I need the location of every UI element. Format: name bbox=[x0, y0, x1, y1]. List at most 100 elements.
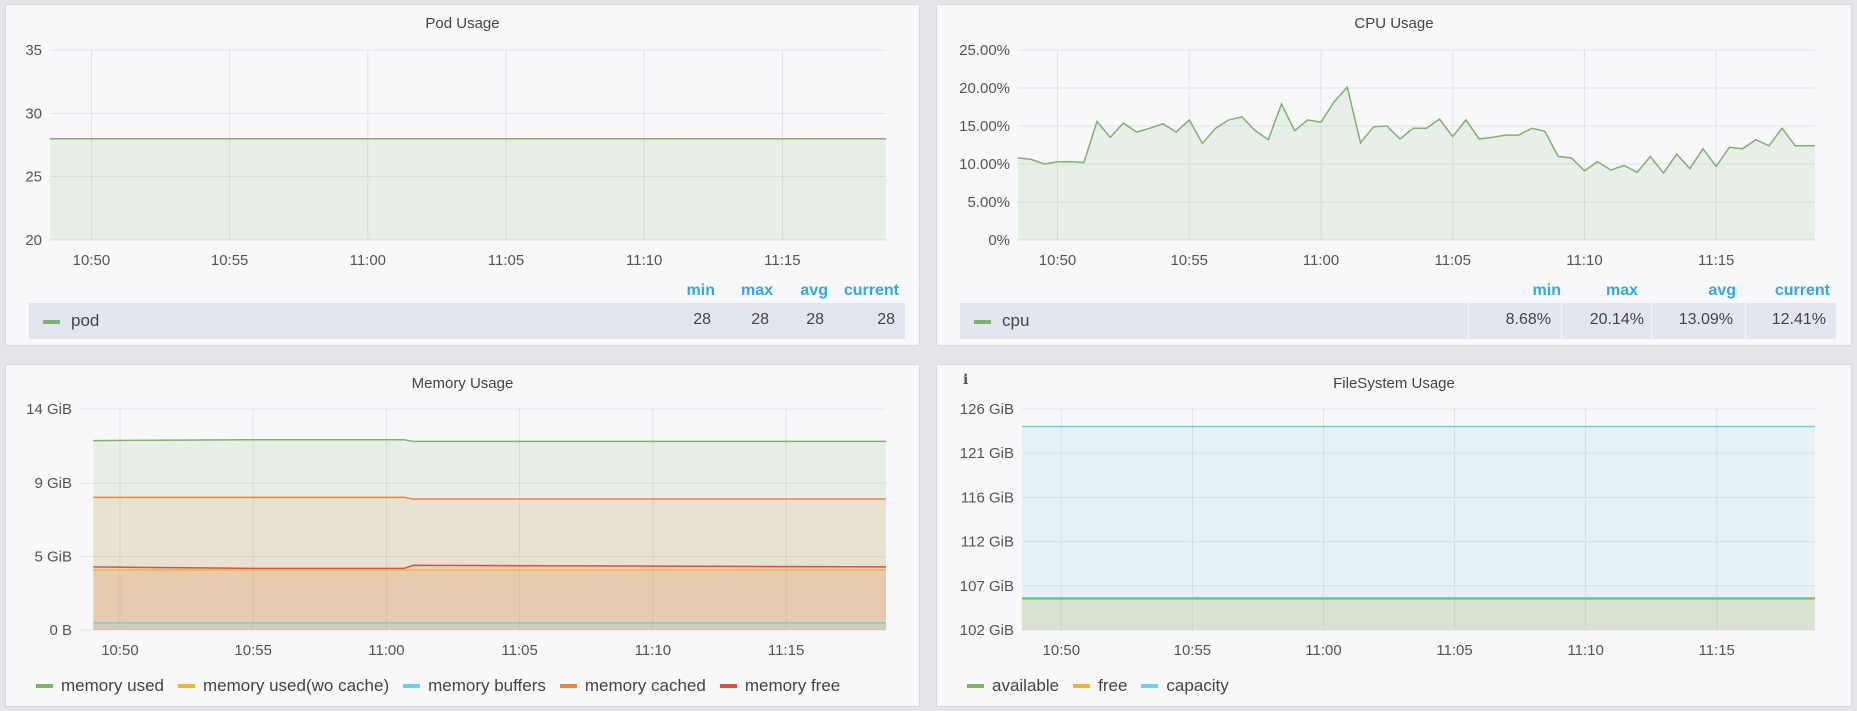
legend-value-avg: 28 bbox=[806, 311, 824, 328]
legend-header-current[interactable]: current bbox=[843, 282, 899, 299]
legend-header-avg[interactable]: avg bbox=[1708, 282, 1736, 299]
series-area-memory-free bbox=[93, 565, 887, 630]
legend-label: memory used bbox=[61, 676, 164, 695]
x-tick-label: 10:50 bbox=[1039, 252, 1077, 269]
x-tick-label: 11:15 bbox=[768, 642, 804, 659]
legend-value-min: 8.68% bbox=[1505, 311, 1551, 328]
legend-value-current: 12.41% bbox=[1771, 311, 1826, 328]
x-tick-label: 11:00 bbox=[350, 252, 386, 269]
cpu-usage-panel: CPU Usage 0% 5.00% 10.00% 15.00% 20.00% 25.00… bbox=[936, 4, 1852, 346]
x-tick-label: 10:50 bbox=[1043, 642, 1081, 659]
series-line-memory-free[interactable] bbox=[93, 564, 887, 570]
series-area-cpu bbox=[1018, 87, 1815, 240]
legend-swatch bbox=[1073, 684, 1091, 688]
info-icon[interactable]: i bbox=[963, 372, 969, 388]
legend-swatch bbox=[43, 320, 60, 324]
x-tick-label: 11:10 bbox=[635, 642, 671, 659]
legend-row-pod[interactable]: pod 28 28 28 28 bbox=[29, 303, 905, 339]
legend-label: memory cached bbox=[584, 676, 706, 695]
legend-swatch bbox=[1141, 684, 1159, 688]
legend-value-max: 28 bbox=[751, 311, 769, 328]
x-tick-label: 11:10 bbox=[626, 252, 662, 269]
y-tick-label: 35 bbox=[25, 42, 42, 59]
legend-header-current[interactable]: current bbox=[1774, 282, 1830, 299]
legend-header: min max avg current bbox=[960, 282, 1840, 306]
y-tick-label: 121 GiB bbox=[960, 445, 1014, 462]
legend-item-memory-buffers[interactable]: memory buffers bbox=[403, 676, 546, 696]
panel-title[interactable]: CPU Usage bbox=[1354, 15, 1434, 32]
legend-cell-divider bbox=[1561, 303, 1562, 339]
series-area-pod bbox=[50, 138, 886, 240]
legend-item-memory-used-wo-cache[interactable]: memory used(wo cache) bbox=[177, 676, 389, 696]
x-tick-label: 11:15 bbox=[1698, 642, 1734, 659]
x-tick-label: 10:50 bbox=[101, 642, 139, 659]
panel-title[interactable]: Pod Usage bbox=[425, 15, 500, 32]
memory-legend: memory used memory used(wo cache) memory… bbox=[36, 676, 840, 696]
y-tick-label: 25 bbox=[25, 169, 42, 186]
legend-item-memory-used[interactable]: memory used bbox=[36, 676, 164, 696]
legend-item-memory-free[interactable]: memory free bbox=[719, 676, 840, 696]
legend-header-avg[interactable]: avg bbox=[800, 282, 828, 299]
x-tick-label: 10:55 bbox=[234, 642, 272, 659]
x-tick-label: 11:10 bbox=[1567, 642, 1603, 659]
legend-header-min[interactable]: min bbox=[686, 282, 715, 299]
legend-header-max[interactable]: max bbox=[740, 282, 773, 299]
x-tick-label: 10:50 bbox=[73, 252, 111, 269]
y-tick-label: 112 GiB bbox=[961, 534, 1014, 551]
x-tick-label: 11:15 bbox=[1698, 252, 1734, 269]
y-tick-label: 102 GiB bbox=[960, 622, 1014, 639]
y-tick-label: 20 bbox=[25, 232, 42, 249]
series-area-memory-used bbox=[93, 439, 887, 630]
x-tick-label: 11:05 bbox=[1435, 252, 1471, 269]
legend-series-name[interactable]: cpu bbox=[1002, 311, 1030, 330]
y-tick-label: 30 bbox=[25, 105, 42, 122]
y-tick-label: 126 GiB bbox=[960, 401, 1014, 418]
panel-title[interactable]: Memory Usage bbox=[411, 375, 514, 392]
series-line-cpu[interactable] bbox=[1017, 85, 1815, 175]
memory-usage-panel: Memory Usage 0 B 5 GiB 9 GiB 14 GiB 10:50 10:… bbox=[5, 364, 920, 707]
legend-item-capacity[interactable]: capacity bbox=[1141, 676, 1229, 696]
legend-swatch bbox=[559, 684, 577, 688]
legend-series-name[interactable]: pod bbox=[71, 311, 100, 330]
series-area-available bbox=[1022, 598, 1815, 630]
legend-value-avg: 13.09% bbox=[1678, 311, 1733, 328]
series-area-capacity bbox=[1022, 426, 1815, 630]
y-tick-label: 15.00% bbox=[959, 118, 1010, 135]
y-tick-label: 0 B bbox=[49, 622, 72, 639]
series-line-memory-used[interactable] bbox=[93, 439, 886, 443]
legend-value-max: 20.14% bbox=[1589, 311, 1644, 328]
pod-usage-chart: 20 25 30 35 10:50 10:55 11:00 11:05 11:10 11:15 bbox=[25, 42, 886, 269]
x-tick-label: 10:55 bbox=[1170, 252, 1208, 269]
legend-item-memory-cached[interactable]: memory cached bbox=[559, 676, 706, 696]
legend-cell-divider bbox=[1651, 303, 1652, 339]
legend-item-available[interactable]: available bbox=[967, 676, 1059, 696]
legend-item-free[interactable]: free bbox=[1073, 676, 1127, 696]
y-tick-label: 0% bbox=[988, 232, 1010, 249]
x-tick-label: 11:05 bbox=[501, 642, 537, 659]
pod-usage-panel: Pod Usage 20 25 30 35 10:50 10:55 11:00 11:05 11… bbox=[5, 4, 920, 346]
panel-title[interactable]: FileSystem Usage bbox=[1333, 375, 1455, 392]
series-line-memory-cached[interactable] bbox=[93, 496, 886, 500]
y-tick-label: 5.00% bbox=[967, 194, 1010, 211]
legend-row-cpu[interactable]: cpu 8.68% 20.14% 13.09% 12.41% bbox=[960, 303, 1836, 339]
legend-swatch bbox=[36, 684, 53, 688]
y-tick-label: 10.00% bbox=[959, 156, 1010, 173]
legend-cell-divider bbox=[1468, 303, 1469, 339]
x-tick-label: 11:05 bbox=[488, 252, 524, 269]
legend-swatch bbox=[967, 684, 984, 688]
legend-header-min[interactable]: min bbox=[1532, 282, 1561, 299]
legend-swatch bbox=[403, 684, 421, 688]
y-tick-label: 5 GiB bbox=[34, 549, 72, 566]
legend-label: free bbox=[1098, 676, 1128, 695]
x-tick-label: 11:00 bbox=[1305, 642, 1341, 659]
legend-header-max[interactable]: max bbox=[1605, 282, 1638, 299]
x-tick-label: 11:00 bbox=[1303, 252, 1339, 269]
legend-label: capacity bbox=[1166, 676, 1229, 695]
filesystem-usage-chart: 102 GiB 107 GiB 112 GiB 116 GiB 121 GiB 126 G… bbox=[960, 401, 1815, 659]
legend-value-min: 28 bbox=[693, 311, 711, 328]
x-tick-label: 11:00 bbox=[368, 642, 404, 659]
x-tick-label: 11:15 bbox=[764, 252, 800, 269]
series-area-memory-cached bbox=[93, 497, 887, 630]
x-tick-label: 10:55 bbox=[211, 252, 249, 269]
y-tick-label: 9 GiB bbox=[34, 475, 72, 492]
